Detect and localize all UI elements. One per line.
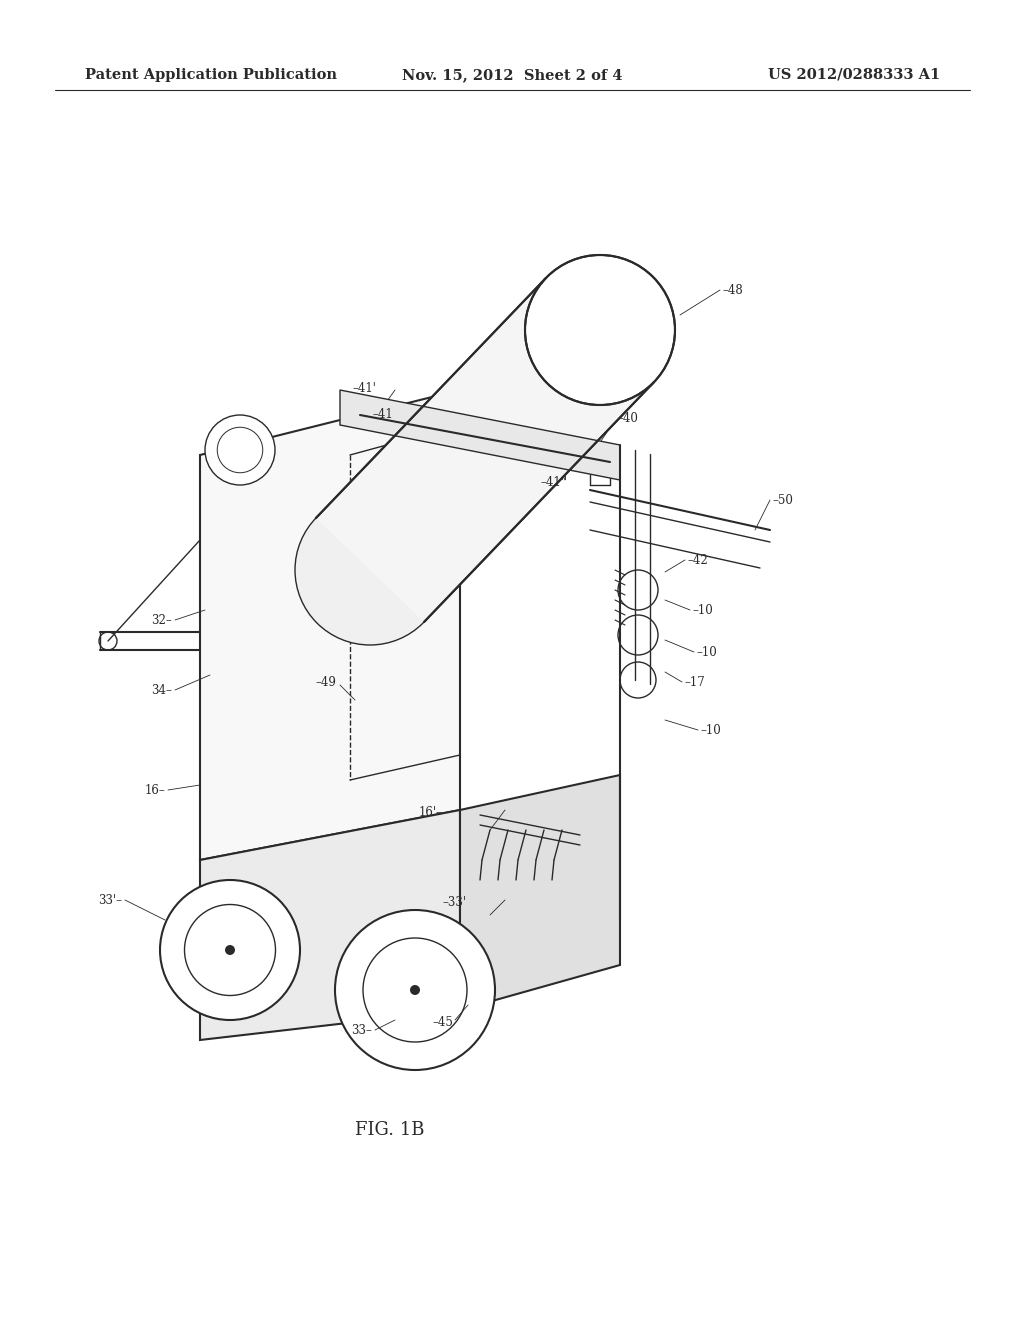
- Text: –42: –42: [687, 553, 708, 566]
- Circle shape: [295, 495, 445, 645]
- Circle shape: [335, 909, 495, 1071]
- Polygon shape: [200, 810, 460, 1040]
- Text: –10: –10: [696, 645, 717, 659]
- Text: –41: –41: [372, 408, 393, 421]
- Text: Patent Application Publication: Patent Application Publication: [85, 69, 337, 82]
- Polygon shape: [315, 279, 654, 622]
- Circle shape: [205, 414, 275, 484]
- Text: 33'–: 33'–: [98, 894, 122, 907]
- Text: –49: –49: [315, 676, 336, 689]
- Circle shape: [410, 985, 420, 995]
- Text: Nov. 15, 2012  Sheet 2 of 4: Nov. 15, 2012 Sheet 2 of 4: [401, 69, 623, 82]
- Circle shape: [525, 255, 675, 405]
- Circle shape: [225, 945, 234, 954]
- Text: US 2012/0288333 A1: US 2012/0288333 A1: [768, 69, 940, 82]
- Text: FIG. 1B: FIG. 1B: [355, 1121, 425, 1139]
- Text: 33–: 33–: [351, 1023, 372, 1036]
- Text: 34–: 34–: [152, 684, 172, 697]
- Text: 16'–: 16'–: [418, 805, 442, 818]
- Text: –33': –33': [442, 895, 466, 908]
- Circle shape: [160, 880, 300, 1020]
- Text: –50: –50: [772, 494, 793, 507]
- Text: –45: –45: [432, 1015, 453, 1028]
- Polygon shape: [200, 389, 460, 861]
- Polygon shape: [340, 389, 620, 480]
- Text: –41'': –41'': [540, 477, 567, 490]
- Text: 32–: 32–: [152, 614, 172, 627]
- Text: –40: –40: [617, 412, 638, 425]
- Text: –41': –41': [352, 381, 376, 395]
- Text: 16–: 16–: [144, 784, 165, 796]
- Text: –48: –48: [722, 284, 742, 297]
- Text: –10: –10: [700, 723, 721, 737]
- Text: –17: –17: [684, 676, 705, 689]
- Text: –10: –10: [692, 603, 713, 616]
- Polygon shape: [460, 775, 620, 1010]
